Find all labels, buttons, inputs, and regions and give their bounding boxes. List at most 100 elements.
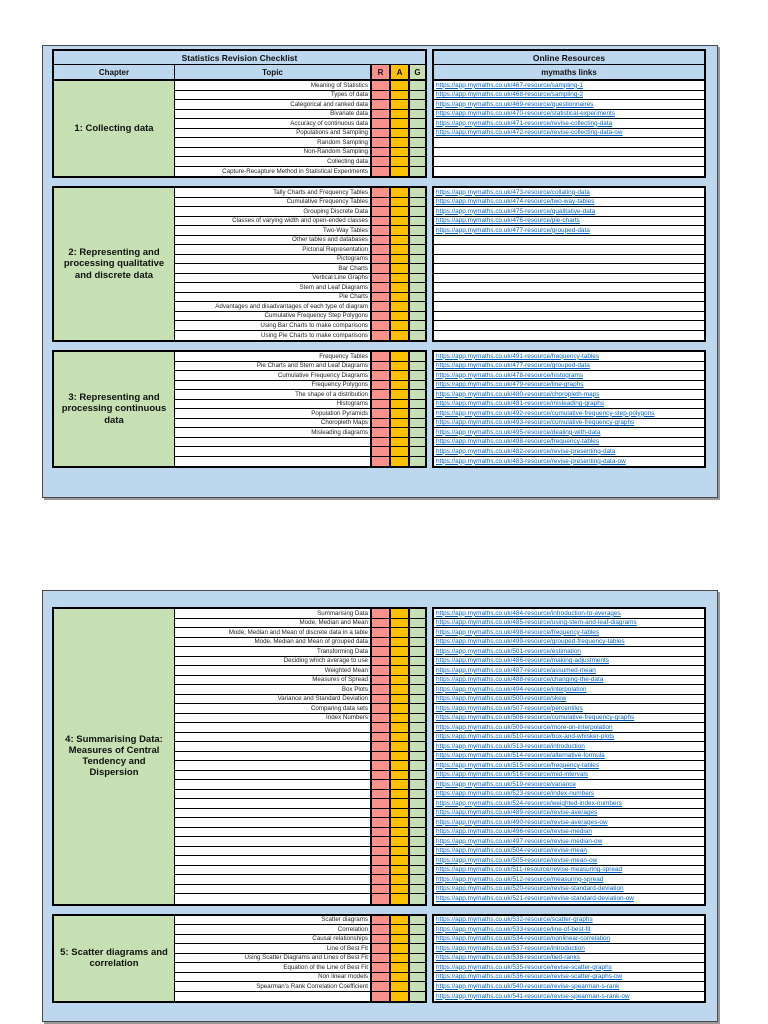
rag-cell-a[interactable] — [391, 790, 408, 799]
rag-cell-a[interactable] — [391, 255, 408, 264]
rag-cell-g[interactable] — [410, 733, 425, 742]
rag-cell-g[interactable] — [410, 809, 425, 818]
rag-cell-g[interactable] — [410, 628, 425, 638]
rag-cell-a[interactable] — [391, 954, 408, 963]
rag-cell-a[interactable] — [391, 780, 408, 790]
rag-cell-g[interactable] — [410, 91, 425, 100]
rag-cell-g[interactable] — [410, 457, 425, 467]
rag-cell-g[interactable] — [410, 780, 425, 790]
rag-cell-r[interactable] — [372, 657, 389, 666]
rag-cell-r[interactable] — [372, 81, 389, 91]
mymaths-link[interactable]: https://app.mymaths.co.uk/476-resource/p… — [436, 217, 580, 225]
mymaths-link[interactable]: https://app.mymaths.co.uk/510-resource/b… — [436, 733, 615, 741]
rag-cell-a[interactable] — [391, 799, 408, 809]
rag-cell-g[interactable] — [410, 676, 425, 685]
rag-cell-r[interactable] — [372, 771, 389, 780]
mymaths-link[interactable]: https://app.mymaths.co.uk/475-resource/q… — [436, 207, 596, 215]
rag-cell-r[interactable] — [372, 283, 389, 293]
rag-cell-r[interactable] — [372, 428, 389, 438]
rag-cell-a[interactable] — [391, 771, 408, 780]
rag-cell-r[interactable] — [372, 894, 389, 904]
rag-cell-a[interactable] — [391, 198, 408, 207]
rag-cell-r[interactable] — [372, 236, 389, 245]
rag-cell-a[interactable] — [391, 963, 408, 973]
rag-cell-a[interactable] — [391, 657, 408, 666]
mymaths-link[interactable]: https://app.mymaths.co.uk/509-resource/m… — [436, 723, 613, 731]
rag-cell-g[interactable] — [410, 944, 425, 954]
rag-cell-a[interactable] — [391, 875, 408, 885]
mymaths-link[interactable]: https://app.mymaths.co.uk/515-resource/f… — [436, 761, 600, 769]
rag-cell-a[interactable] — [391, 167, 408, 177]
rag-cell-g[interactable] — [410, 217, 425, 226]
rag-cell-r[interactable] — [372, 916, 389, 925]
mymaths-link[interactable]: https://app.mymaths.co.uk/490-resource/r… — [436, 818, 608, 826]
mymaths-link[interactable]: https://app.mymaths.co.uk/508-resource/c… — [436, 714, 635, 722]
rag-cell-r[interactable] — [372, 761, 389, 771]
mymaths-link[interactable]: https://app.mymaths.co.uk/537-resource/i… — [436, 944, 585, 952]
rag-cell-g[interactable] — [410, 119, 425, 129]
rag-cell-r[interactable] — [372, 264, 389, 274]
mymaths-link[interactable]: https://app.mymaths.co.uk/499-resource/g… — [436, 638, 625, 646]
rag-cell-a[interactable] — [391, 704, 408, 714]
rag-cell-a[interactable] — [391, 742, 408, 752]
rag-cell-r[interactable] — [372, 799, 389, 809]
mymaths-link[interactable]: https://app.mymaths.co.uk/541-resource/r… — [436, 992, 630, 1000]
mymaths-link[interactable]: https://app.mymaths.co.uk/480-resource/c… — [436, 390, 600, 398]
rag-cell-g[interactable] — [410, 799, 425, 809]
rag-cell-r[interactable] — [372, 100, 389, 110]
rag-cell-g[interactable] — [410, 400, 425, 409]
rag-cell-g[interactable] — [410, 428, 425, 438]
rag-cell-r[interactable] — [372, 818, 389, 828]
mymaths-link[interactable]: https://app.mymaths.co.uk/520-resource/r… — [436, 885, 624, 893]
rag-cell-r[interactable] — [372, 695, 389, 704]
rag-cell-r[interactable] — [372, 704, 389, 714]
rag-cell-a[interactable] — [391, 400, 408, 409]
rag-cell-r[interactable] — [372, 293, 389, 302]
mymaths-link[interactable]: https://app.mymaths.co.uk/486-resource/m… — [436, 657, 609, 665]
rag-cell-g[interactable] — [410, 723, 425, 733]
rag-cell-r[interactable] — [372, 866, 389, 875]
rag-cell-r[interactable] — [372, 982, 389, 992]
mymaths-link[interactable]: https://app.mymaths.co.uk/535-resource/r… — [436, 963, 612, 971]
rag-cell-r[interactable] — [372, 780, 389, 790]
rag-cell-g[interactable] — [410, 856, 425, 866]
mymaths-link[interactable]: https://app.mymaths.co.uk/521-resource/r… — [436, 895, 634, 903]
rag-cell-a[interactable] — [391, 129, 408, 138]
rag-cell-g[interactable] — [410, 302, 425, 312]
rag-cell-g[interactable] — [410, 245, 425, 255]
rag-cell-r[interactable] — [372, 274, 389, 283]
rag-cell-a[interactable] — [391, 647, 408, 657]
rag-cell-g[interactable] — [410, 419, 425, 428]
rag-cell-a[interactable] — [391, 110, 408, 119]
mymaths-link[interactable]: https://app.mymaths.co.uk/524-resource/w… — [436, 799, 622, 807]
mymaths-link[interactable]: https://app.mymaths.co.uk/495-resource/d… — [436, 428, 601, 436]
rag-cell-r[interactable] — [372, 963, 389, 973]
rag-cell-a[interactable] — [391, 157, 408, 167]
rag-cell-a[interactable] — [391, 695, 408, 704]
mymaths-link[interactable]: https://app.mymaths.co.uk/488-resource/c… — [436, 676, 604, 684]
rag-cell-a[interactable] — [391, 312, 408, 321]
rag-cell-r[interactable] — [372, 944, 389, 954]
rag-cell-r[interactable] — [372, 157, 389, 167]
rag-cell-g[interactable] — [410, 293, 425, 302]
rag-cell-r[interactable] — [372, 628, 389, 638]
rag-cell-r[interactable] — [372, 447, 389, 457]
rag-cell-a[interactable] — [391, 91, 408, 100]
rag-cell-a[interactable] — [391, 809, 408, 818]
rag-cell-g[interactable] — [410, 704, 425, 714]
rag-cell-a[interactable] — [391, 856, 408, 866]
mymaths-link[interactable]: https://app.mymaths.co.uk/540-resource/r… — [436, 982, 620, 990]
rag-cell-r[interactable] — [372, 119, 389, 129]
rag-cell-g[interactable] — [410, 828, 425, 837]
rag-cell-g[interactable] — [410, 742, 425, 752]
rag-cell-g[interactable] — [410, 157, 425, 167]
mymaths-link[interactable]: https://app.mymaths.co.uk/489-resource/r… — [436, 809, 598, 817]
rag-cell-a[interactable] — [391, 973, 408, 982]
rag-cell-g[interactable] — [410, 226, 425, 236]
rag-cell-r[interactable] — [372, 647, 389, 657]
mymaths-link[interactable]: https://app.mymaths.co.uk/523-resource/i… — [436, 790, 595, 798]
rag-cell-a[interactable] — [391, 916, 408, 925]
rag-cell-r[interactable] — [372, 198, 389, 207]
rag-cell-r[interactable] — [372, 312, 389, 321]
rag-cell-a[interactable] — [391, 283, 408, 293]
